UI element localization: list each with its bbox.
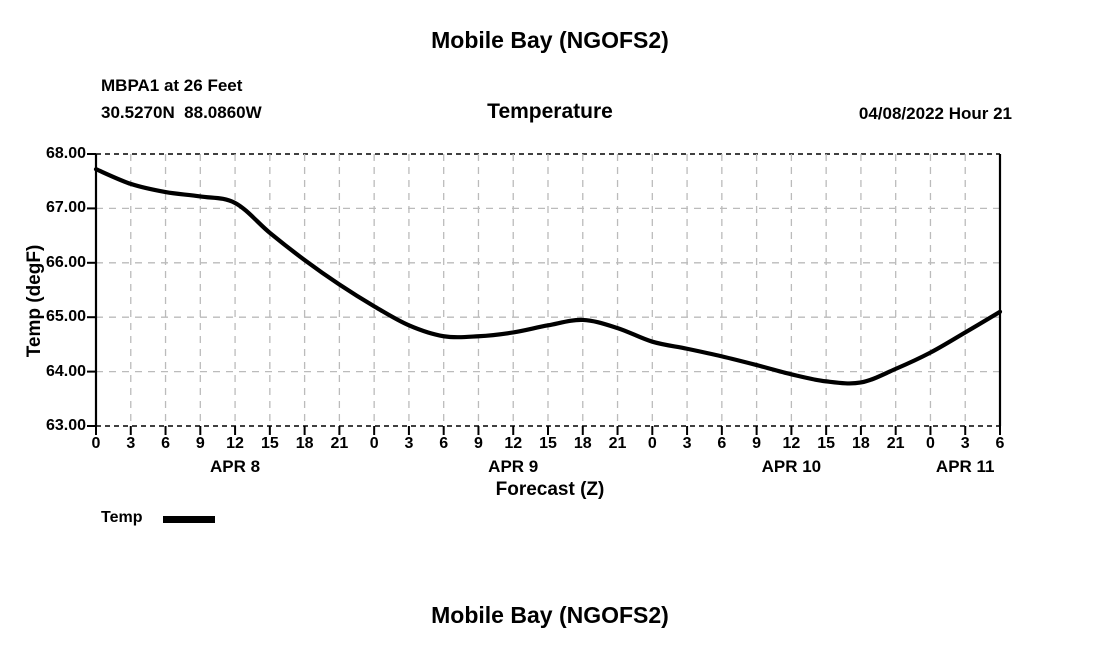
station-name: MBPA1 at 26 Feet [101,76,243,95]
station-coordinates: 30.5270N 88.0860W [101,103,262,122]
legend-swatch-temp [163,516,215,523]
chart-subtitle: Temperature [487,100,613,123]
series-line-temp [93,167,1003,386]
page-title-footer: Mobile Bay (NGOFS2) [431,602,669,628]
legend-label: Temp [101,509,143,526]
x-axis-label: Forecast (Z) [495,479,605,500]
forecast-timestamp: 04/08/2022 Hour 21 [858,104,1012,123]
page-title: Mobile Bay (NGOFS2) [431,27,669,53]
